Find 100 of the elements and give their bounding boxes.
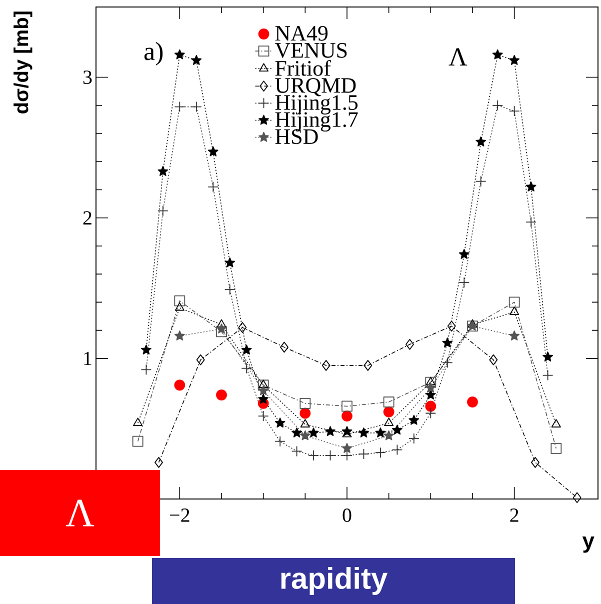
point (442, 357, 453, 368)
point (406, 338, 414, 350)
point (241, 362, 252, 374)
point (510, 306, 520, 315)
point (383, 396, 394, 408)
point (140, 364, 152, 376)
x-tick-label: −2 (170, 508, 190, 522)
point (358, 427, 369, 438)
point (375, 427, 386, 438)
legend-label: VENUS (274, 43, 347, 58)
point (216, 390, 227, 400)
point (258, 385, 269, 396)
point (274, 418, 286, 428)
point (132, 436, 144, 447)
point (238, 322, 247, 333)
point (133, 418, 143, 426)
legend-label: NA49 (275, 26, 328, 41)
point (258, 410, 269, 422)
y-axis-title: dσ/dy [mb] (14, 12, 32, 114)
point (468, 319, 478, 328)
point (342, 426, 352, 436)
point (531, 456, 540, 468)
point (342, 400, 352, 412)
point (489, 354, 498, 366)
annotation: a) (144, 42, 163, 66)
point (408, 433, 420, 444)
point (342, 442, 352, 453)
point (258, 380, 268, 388)
point (526, 216, 537, 228)
point (154, 456, 163, 468)
point (300, 398, 311, 409)
point (190, 101, 202, 112)
point (292, 427, 302, 438)
point (174, 101, 186, 112)
point (551, 419, 561, 428)
point (425, 382, 436, 392)
point (308, 427, 319, 438)
point (174, 380, 186, 391)
point (425, 408, 436, 419)
point (408, 414, 420, 425)
point (216, 326, 227, 338)
point (274, 436, 286, 447)
point (475, 176, 486, 187)
point (216, 319, 226, 328)
point (300, 419, 310, 428)
point (174, 330, 185, 340)
x-tick-label: 0 (342, 508, 352, 522)
point (342, 450, 352, 461)
point (508, 296, 520, 308)
x-axis-title: y (582, 536, 594, 553)
point (492, 100, 504, 111)
point (550, 442, 562, 454)
point (300, 408, 311, 419)
text: rapidity (281, 567, 388, 595)
point (384, 418, 394, 426)
point (174, 49, 185, 60)
point (208, 181, 219, 192)
point (364, 360, 372, 371)
point (140, 344, 152, 354)
point (492, 49, 503, 60)
point (384, 430, 394, 440)
y-tick-label: 3 (83, 70, 92, 84)
point (425, 390, 436, 400)
point (342, 410, 352, 422)
point (174, 295, 186, 306)
point (509, 330, 520, 340)
point (425, 400, 436, 412)
point (375, 447, 386, 458)
point (280, 342, 288, 353)
point (196, 354, 205, 366)
point (458, 277, 470, 288)
point (208, 146, 218, 156)
point (191, 54, 202, 65)
point (442, 338, 453, 348)
point (526, 181, 536, 192)
point (358, 448, 370, 460)
y-tick-label: 1 (84, 352, 92, 366)
point (174, 302, 184, 311)
point (224, 257, 236, 268)
point (300, 430, 310, 440)
legend-label: HSD (275, 129, 318, 144)
point (392, 444, 403, 456)
point (467, 396, 478, 408)
x-tick-label: 2 (510, 508, 518, 522)
point (258, 394, 269, 404)
point (572, 492, 582, 504)
point (476, 136, 486, 146)
point (392, 424, 402, 435)
point (447, 320, 456, 332)
point (216, 323, 227, 334)
point (291, 446, 302, 457)
point (508, 106, 520, 116)
y-tick-label: 2 (83, 211, 92, 224)
point (322, 360, 330, 371)
point (224, 284, 236, 295)
point (157, 205, 168, 216)
annotation: Λ (448, 48, 468, 66)
point (542, 370, 554, 381)
point (542, 352, 553, 362)
point (425, 376, 436, 388)
